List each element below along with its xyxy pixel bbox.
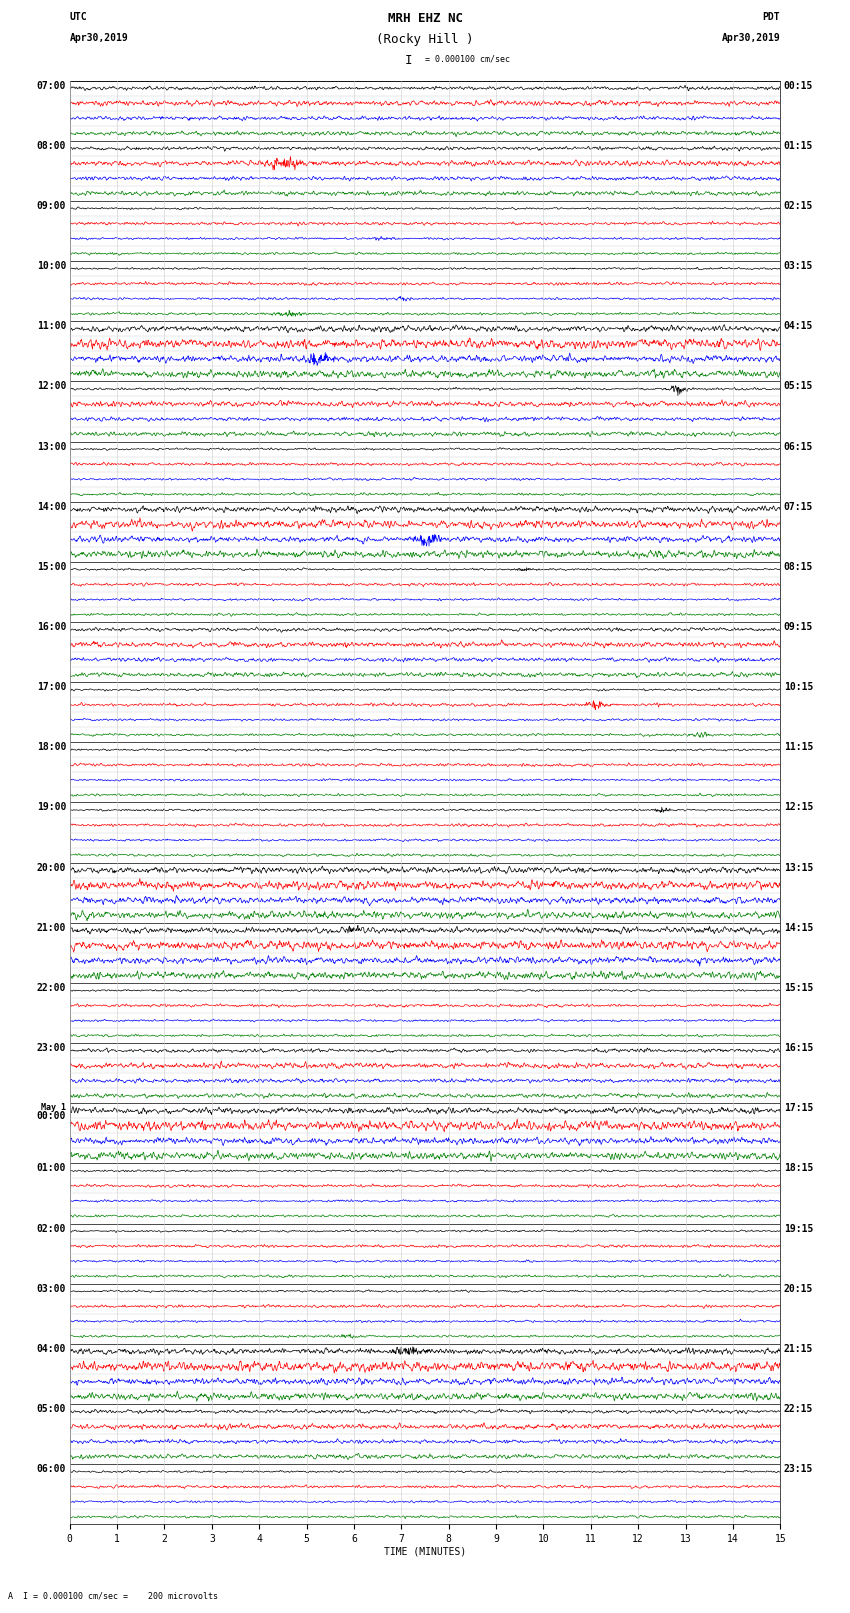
Text: 00:15: 00:15 bbox=[784, 81, 813, 90]
Text: UTC: UTC bbox=[70, 11, 88, 23]
Text: 14:00: 14:00 bbox=[37, 502, 66, 511]
Text: 22:00: 22:00 bbox=[37, 982, 66, 994]
Text: Apr30,2019: Apr30,2019 bbox=[722, 32, 780, 44]
Text: 23:15: 23:15 bbox=[784, 1465, 813, 1474]
Text: 01:15: 01:15 bbox=[784, 140, 813, 150]
Text: 22:15: 22:15 bbox=[784, 1403, 813, 1415]
X-axis label: TIME (MINUTES): TIME (MINUTES) bbox=[384, 1547, 466, 1557]
Text: 12:00: 12:00 bbox=[37, 381, 66, 392]
Text: 13:15: 13:15 bbox=[784, 863, 813, 873]
Text: 16:00: 16:00 bbox=[37, 623, 66, 632]
Text: 20:00: 20:00 bbox=[37, 863, 66, 873]
Text: 11:00: 11:00 bbox=[37, 321, 66, 331]
Text: 01:00: 01:00 bbox=[37, 1163, 66, 1173]
Text: 09:00: 09:00 bbox=[37, 202, 66, 211]
Text: 05:00: 05:00 bbox=[37, 1403, 66, 1415]
Text: 11:15: 11:15 bbox=[784, 742, 813, 752]
Text: 20:15: 20:15 bbox=[784, 1284, 813, 1294]
Text: 03:15: 03:15 bbox=[784, 261, 813, 271]
Text: 10:00: 10:00 bbox=[37, 261, 66, 271]
Text: I: I bbox=[405, 53, 411, 68]
Text: 13:00: 13:00 bbox=[37, 442, 66, 452]
Text: 12:15: 12:15 bbox=[784, 803, 813, 813]
Text: 07:15: 07:15 bbox=[784, 502, 813, 511]
Text: 17:15: 17:15 bbox=[784, 1103, 813, 1113]
Text: A  I = 0.000100 cm/sec =    200 microvolts: A I = 0.000100 cm/sec = 200 microvolts bbox=[8, 1590, 218, 1600]
Text: PDT: PDT bbox=[762, 11, 780, 23]
Text: 08:00: 08:00 bbox=[37, 140, 66, 150]
Text: 06:00: 06:00 bbox=[37, 1465, 66, 1474]
Text: 17:00: 17:00 bbox=[37, 682, 66, 692]
Text: 08:15: 08:15 bbox=[784, 561, 813, 573]
Text: 07:00: 07:00 bbox=[37, 81, 66, 90]
Text: 02:15: 02:15 bbox=[784, 202, 813, 211]
Text: Apr30,2019: Apr30,2019 bbox=[70, 32, 128, 44]
Text: = 0.000100 cm/sec: = 0.000100 cm/sec bbox=[425, 53, 510, 63]
Text: (Rocky Hill ): (Rocky Hill ) bbox=[377, 32, 473, 47]
Text: 19:15: 19:15 bbox=[784, 1224, 813, 1234]
Text: 19:00: 19:00 bbox=[37, 803, 66, 813]
Text: 23:00: 23:00 bbox=[37, 1044, 66, 1053]
Text: 15:15: 15:15 bbox=[784, 982, 813, 994]
Text: 10:15: 10:15 bbox=[784, 682, 813, 692]
Text: 14:15: 14:15 bbox=[784, 923, 813, 932]
Text: 03:00: 03:00 bbox=[37, 1284, 66, 1294]
Text: 16:15: 16:15 bbox=[784, 1044, 813, 1053]
Text: May 1: May 1 bbox=[41, 1103, 66, 1113]
Text: 02:00: 02:00 bbox=[37, 1224, 66, 1234]
Text: 21:00: 21:00 bbox=[37, 923, 66, 932]
Text: 21:15: 21:15 bbox=[784, 1344, 813, 1353]
Text: 18:15: 18:15 bbox=[784, 1163, 813, 1173]
Text: 15:00: 15:00 bbox=[37, 561, 66, 573]
Text: 09:15: 09:15 bbox=[784, 623, 813, 632]
Text: 04:15: 04:15 bbox=[784, 321, 813, 331]
Text: 04:00: 04:00 bbox=[37, 1344, 66, 1353]
Text: MRH EHZ NC: MRH EHZ NC bbox=[388, 11, 462, 26]
Text: 06:15: 06:15 bbox=[784, 442, 813, 452]
Text: 00:00: 00:00 bbox=[37, 1111, 66, 1121]
Text: 05:15: 05:15 bbox=[784, 381, 813, 392]
Text: 18:00: 18:00 bbox=[37, 742, 66, 752]
